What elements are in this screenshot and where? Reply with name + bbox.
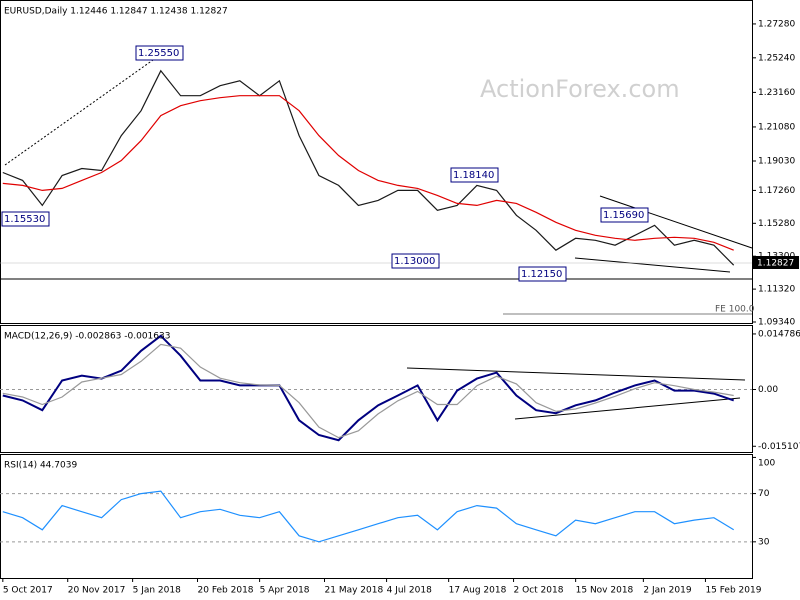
y-tick-label: 0.00 <box>758 385 778 395</box>
y-tick-label: 70 <box>758 489 770 499</box>
annotation: FE 100.0 <box>715 305 755 315</box>
series-line <box>2 95 734 251</box>
price-panel <box>0 0 753 324</box>
panel-title: RSI(14) 44.7039 <box>4 461 77 471</box>
x-tick-label: 2 Oct 2018 <box>514 586 564 596</box>
x-tick-label: 20 Nov 2017 <box>68 586 126 596</box>
y-tick-label: -0.015107 <box>758 442 800 452</box>
annotation-box <box>135 45 184 61</box>
x-tick-label: 15 Feb 2019 <box>705 586 761 596</box>
x-tick-label: 5 Jan 2018 <box>133 586 181 596</box>
y-tick-label: 0.014786 <box>758 330 800 340</box>
x-tick-label: 5 Oct 2017 <box>3 586 53 596</box>
y-tick-label: 1.17260 <box>758 186 795 196</box>
series-line <box>2 69 735 266</box>
x-tick-label: 20 Feb 2018 <box>198 586 254 596</box>
rsi-panel <box>0 454 753 579</box>
annotation: 1.12150 <box>521 269 562 280</box>
y-tick-label: 1.21080 <box>758 122 795 132</box>
y-tick-label: 1.19030 <box>758 157 795 167</box>
annotation: 1.13000 <box>394 256 435 267</box>
annotation-box <box>391 253 440 269</box>
x-tick-label: 2 Jan 2019 <box>643 586 691 596</box>
watermark: ActionForex.com <box>480 75 680 103</box>
annotation-box <box>600 207 649 223</box>
annotation-box <box>1 211 50 227</box>
last-price-label: 1.12827 <box>757 259 794 269</box>
y-tick-label: 1.25240 <box>758 53 795 63</box>
y-tick-label: 1.09340 <box>758 318 795 328</box>
annotation: 1.15690 <box>603 210 644 221</box>
y-tick-label: 1.27280 <box>758 19 795 29</box>
x-tick-label: 15 Nov 2018 <box>576 586 634 596</box>
annotation-box <box>518 266 567 282</box>
macd-trend-lower <box>514 397 741 420</box>
y-tick-label: 1.15280 <box>758 219 795 229</box>
panel-title: MACD(12,26,9) -0.002863 -0.001633 <box>4 332 170 342</box>
x-tick-label: 21 May 2018 <box>325 586 384 596</box>
x-tick-label: 17 Aug 2018 <box>449 586 507 596</box>
series-line <box>2 334 735 442</box>
series-line <box>2 490 735 543</box>
y-tick-label: 100 <box>758 459 775 469</box>
macd-trend-upper <box>406 367 746 381</box>
annotation: 1.15530 <box>4 214 45 225</box>
y-tick-label: 1.11320 <box>758 285 795 295</box>
x-tick-label: 4 Jul 2018 <box>387 586 432 596</box>
y-tick-label: 30 <box>758 537 770 547</box>
annotation: 1.25550 <box>138 48 179 59</box>
x-tick-label: 5 Apr 2018 <box>260 586 310 596</box>
annotation: 1.18140 <box>453 170 494 181</box>
y-tick-label: 1.23160 <box>758 88 795 98</box>
series-line <box>2 343 734 439</box>
triangle-lower <box>574 257 731 273</box>
triangle-upper <box>599 195 753 249</box>
panel-title: EURUSD,Daily 1.12446 1.12847 1.12438 1.1… <box>4 7 228 17</box>
annotation-box <box>450 167 499 183</box>
last-price-box <box>753 256 799 269</box>
